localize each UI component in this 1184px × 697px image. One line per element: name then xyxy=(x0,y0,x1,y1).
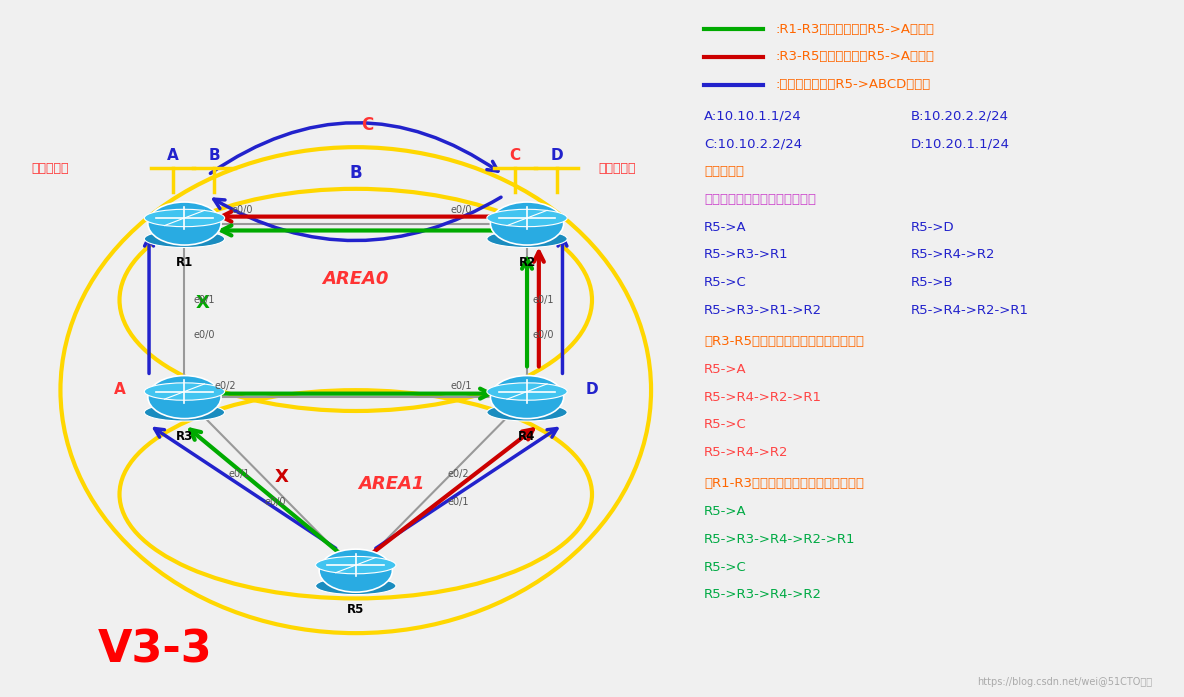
Text: B:10.20.2.2/24: B:10.20.2.2/24 xyxy=(910,109,1009,123)
Ellipse shape xyxy=(487,209,567,227)
Text: e0/0: e0/0 xyxy=(450,205,471,215)
Text: R5->A: R5->A xyxy=(704,220,747,233)
Text: R5->D: R5->D xyxy=(910,220,954,233)
Text: 流量模型：: 流量模型： xyxy=(704,165,745,178)
Text: e0/1: e0/1 xyxy=(533,296,554,305)
Text: A: A xyxy=(167,148,179,162)
Text: D: D xyxy=(586,382,598,397)
Text: e0/1: e0/1 xyxy=(194,296,215,305)
Text: AREA1: AREA1 xyxy=(358,475,424,493)
Text: R5->A: R5->A xyxy=(704,363,747,376)
Text: D:10.20.1.1/24: D:10.20.1.1/24 xyxy=(910,137,1010,151)
Ellipse shape xyxy=(316,556,395,574)
Text: A: A xyxy=(114,382,126,397)
Ellipse shape xyxy=(144,383,225,400)
Text: X: X xyxy=(275,468,289,486)
Text: 不断线路时：（图中蓝线标识）: 不断线路时：（图中蓝线标识） xyxy=(704,193,816,206)
Text: A:10.10.1.1/24: A:10.10.1.1/24 xyxy=(704,109,802,123)
Text: R5->R3->R1->R2: R5->R3->R1->R2 xyxy=(704,304,823,317)
Text: R3: R3 xyxy=(176,430,193,443)
Text: :R3-R5线路故障时，R5->A的路径: :R3-R5线路故障时，R5->A的路径 xyxy=(776,50,934,63)
Ellipse shape xyxy=(144,209,225,227)
Text: e0/0: e0/0 xyxy=(232,205,253,215)
Text: e0/0: e0/0 xyxy=(533,330,554,340)
Text: V3-3: V3-3 xyxy=(97,629,212,672)
Text: 重发布进入: 重发布进入 xyxy=(31,162,69,174)
Ellipse shape xyxy=(487,404,567,421)
Ellipse shape xyxy=(487,230,567,247)
Ellipse shape xyxy=(144,230,225,247)
Text: e0/0: e0/0 xyxy=(194,330,215,340)
Text: R2: R2 xyxy=(519,256,535,269)
Text: X: X xyxy=(195,294,210,312)
Ellipse shape xyxy=(144,404,225,421)
Ellipse shape xyxy=(316,577,395,595)
Text: C:10.10.2.2/24: C:10.10.2.2/24 xyxy=(704,137,803,151)
Text: R5->R4->R2: R5->R4->R2 xyxy=(910,248,996,261)
Text: R5->C: R5->C xyxy=(704,276,747,289)
Text: C: C xyxy=(509,148,521,162)
Text: :R1-R3线路故障时，R5->A的路径: :R1-R3线路故障时，R5->A的路径 xyxy=(776,23,934,36)
Text: R4: R4 xyxy=(519,430,535,443)
Text: e0/1: e0/1 xyxy=(450,381,471,391)
Circle shape xyxy=(320,549,392,592)
Text: R5->R4->R2->R1: R5->R4->R2->R1 xyxy=(910,304,1029,317)
Text: R5->B: R5->B xyxy=(910,276,953,289)
Text: 当R3-R5线路故障时：（图中红线标识）: 当R3-R5线路故障时：（图中红线标识） xyxy=(704,335,864,348)
Text: AREA0: AREA0 xyxy=(322,270,388,288)
Text: R5->R4->R2->R1: R5->R4->R2->R1 xyxy=(704,390,822,404)
Text: D: D xyxy=(551,148,562,162)
Text: R5->C: R5->C xyxy=(704,418,747,431)
Text: R5->R3->R4->R2: R5->R3->R4->R2 xyxy=(704,588,822,602)
Text: R5->R4->R2: R5->R4->R2 xyxy=(704,446,789,459)
Text: :网络无故障时，R5->ABCD的路径: :网络无故障时，R5->ABCD的路径 xyxy=(776,78,931,91)
Text: 重发布进入: 重发布进入 xyxy=(598,162,636,174)
Text: e0/2: e0/2 xyxy=(214,381,236,391)
Circle shape xyxy=(148,202,221,245)
Ellipse shape xyxy=(487,383,567,400)
Text: B: B xyxy=(349,164,362,183)
Text: e0/2: e0/2 xyxy=(448,469,469,479)
Circle shape xyxy=(490,202,564,245)
Text: C: C xyxy=(361,116,374,134)
Text: R5: R5 xyxy=(347,604,365,616)
Text: e0/1: e0/1 xyxy=(229,469,250,479)
Text: R5->C: R5->C xyxy=(704,560,747,574)
Text: e0/1: e0/1 xyxy=(448,497,469,507)
Text: R5->R3->R1: R5->R3->R1 xyxy=(704,248,789,261)
Text: R5->A: R5->A xyxy=(704,505,747,518)
Text: 当R1-R3线路故障时：（图中绿线标识）: 当R1-R3线路故障时：（图中绿线标识） xyxy=(704,477,864,491)
Circle shape xyxy=(148,376,221,419)
Circle shape xyxy=(490,376,564,419)
Text: R5->R3->R4->R2->R1: R5->R3->R4->R2->R1 xyxy=(704,533,856,546)
Text: R1: R1 xyxy=(176,256,193,269)
Text: https://blog.csdn.net/wei@51CTO博客: https://blog.csdn.net/wei@51CTO博客 xyxy=(977,677,1152,687)
Text: e0/0: e0/0 xyxy=(264,497,285,507)
Text: B: B xyxy=(208,148,220,162)
